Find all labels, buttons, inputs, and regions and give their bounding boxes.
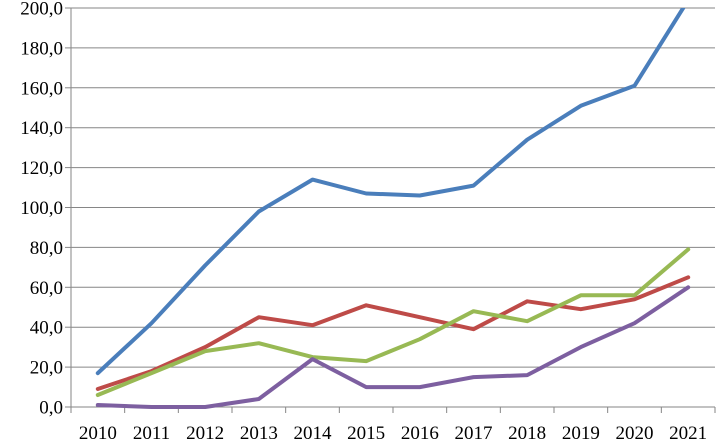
y-tick-label: 200,0 [20,0,63,20]
x-tick-label: 2019 [562,423,600,442]
grid [71,7,715,368]
y-tick-label: 60,0 [30,278,63,299]
axes [65,7,716,413]
x-tick-label: 2010 [79,423,117,442]
y-tick-label: 80,0 [30,238,63,259]
y-tick-label: 0,0 [39,398,63,419]
y-tick-label: 180,0 [20,38,63,59]
y-tick-label: 100,0 [20,198,63,219]
y-tick-label: 140,0 [20,118,63,139]
x-tick-label: 2015 [347,423,385,442]
series-line-3 [95,247,691,397]
y-tick-label: 120,0 [20,158,63,179]
y-axis-tick-labels: 0,0 20,0 40,0 60,0 80,0 100,0 120,0 140,0 160,0 1… [20,0,63,419]
y-tick-label: 40,0 [30,318,63,339]
series-line-4 [95,285,691,409]
x-tick-label: 2014 [294,423,333,442]
x-tick-label: 2016 [401,423,439,442]
x-tick-label: 2012 [186,423,224,442]
series-lines [95,8,691,409]
x-tick-label: 2018 [508,423,546,442]
y-tick-label: 160,0 [20,78,63,99]
x-tick-label: 2017 [455,423,493,442]
y-tick-label: 20,0 [30,358,63,379]
series-line-1 [95,8,686,376]
series-line-2 [95,275,691,391]
x-axis-tick-labels: 2010 2011 2012 2013 2014 2015 2016 2017 2018 2019… [79,423,707,442]
x-tick-label: 2013 [240,423,278,442]
x-tick-label: 2011 [133,423,170,442]
x-tick-label: 2020 [616,423,654,442]
x-tick-label: 2021 [669,423,707,442]
